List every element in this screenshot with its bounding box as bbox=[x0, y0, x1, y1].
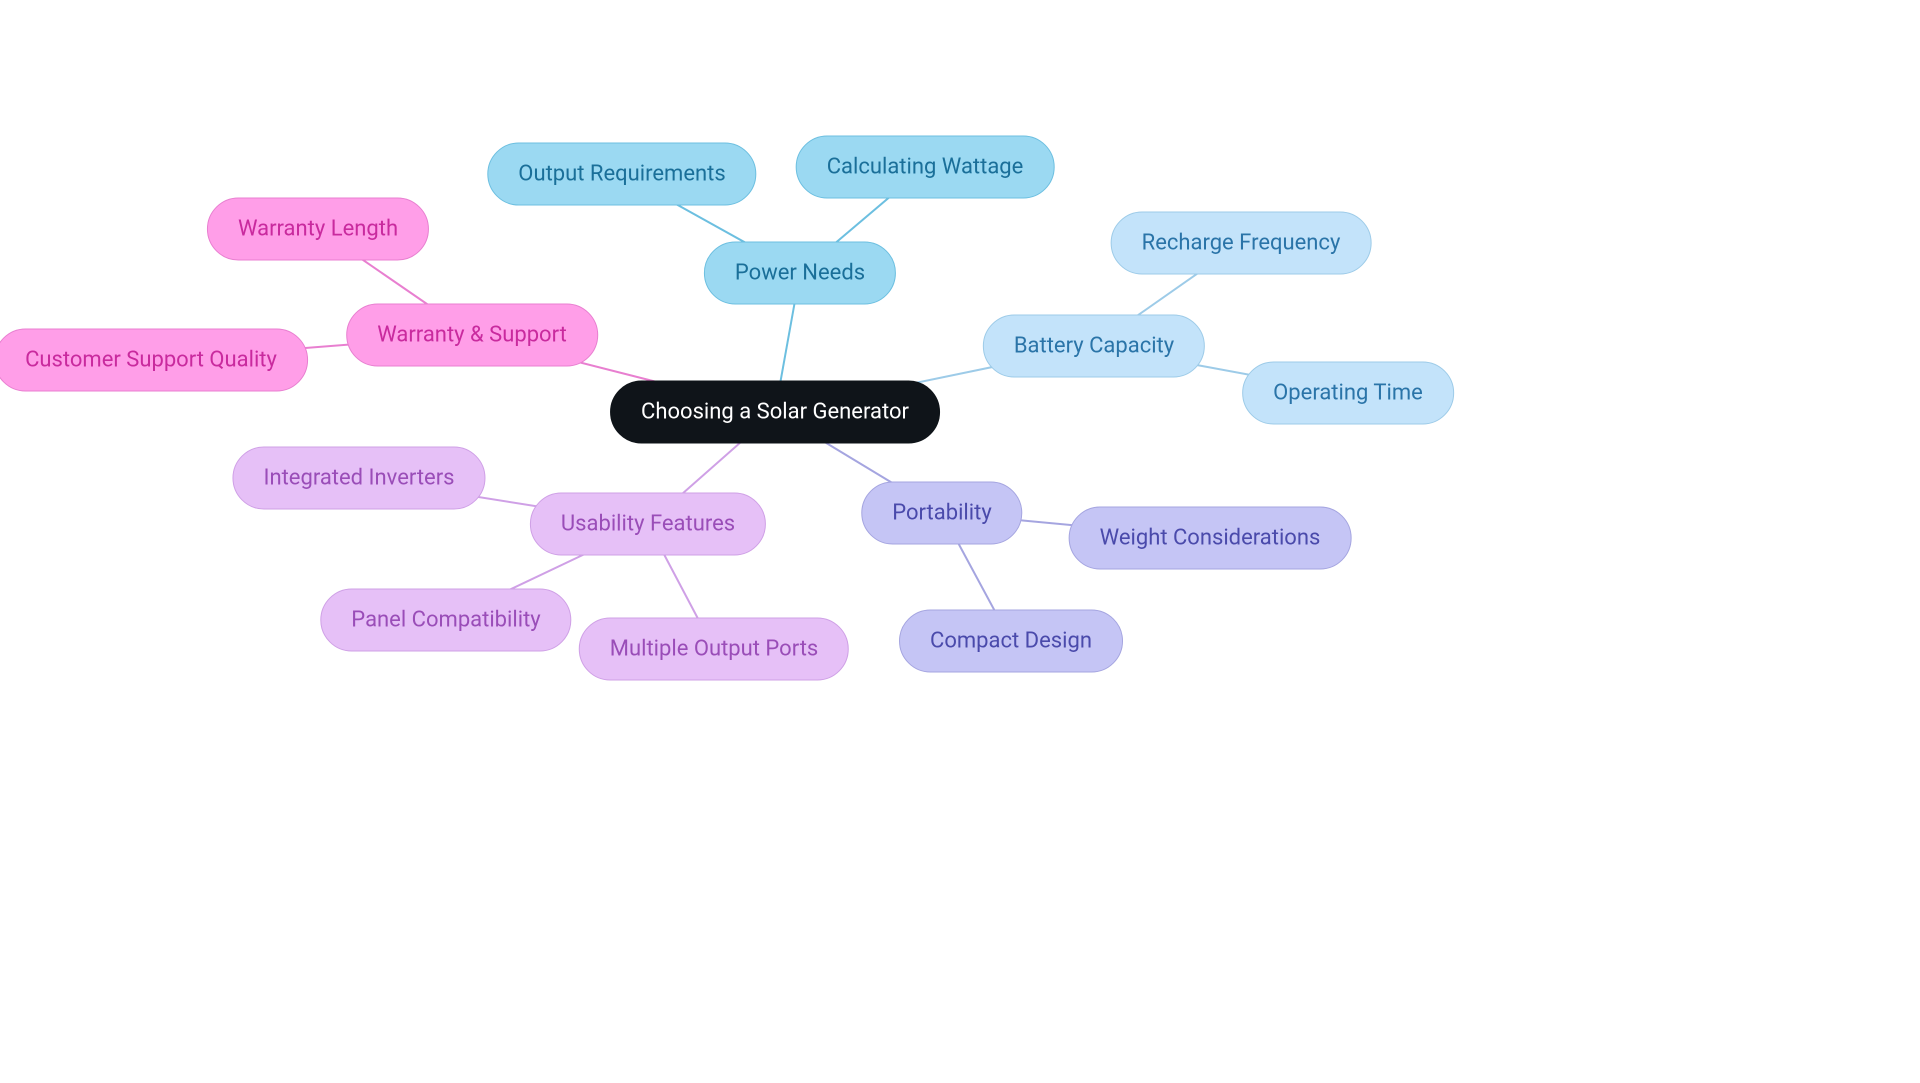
node-warranty[interactable]: Warranty & Support bbox=[346, 304, 598, 367]
node-root[interactable]: Choosing a Solar Generator bbox=[610, 381, 940, 444]
node-label: Warranty Length bbox=[238, 217, 398, 242]
node-support[interactable]: Customer Support Quality bbox=[0, 329, 308, 392]
node-label: Choosing a Solar Generator bbox=[641, 400, 909, 425]
node-label: Warranty & Support bbox=[377, 323, 567, 348]
node-output[interactable]: Output Requirements bbox=[487, 143, 756, 206]
node-label: Calculating Wattage bbox=[827, 155, 1024, 180]
node-label: Multiple Output Ports bbox=[610, 637, 818, 662]
node-wattage[interactable]: Calculating Wattage bbox=[796, 136, 1055, 199]
node-label: Output Requirements bbox=[518, 162, 725, 187]
node-label: Weight Considerations bbox=[1100, 526, 1321, 551]
node-recharge[interactable]: Recharge Frequency bbox=[1111, 212, 1372, 275]
node-label: Recharge Frequency bbox=[1142, 231, 1341, 256]
node-wlength[interactable]: Warranty Length bbox=[207, 198, 429, 261]
node-portability[interactable]: Portability bbox=[861, 482, 1022, 545]
node-power[interactable]: Power Needs bbox=[704, 242, 896, 305]
node-label: Portability bbox=[892, 501, 991, 526]
node-inverters[interactable]: Integrated Inverters bbox=[232, 447, 485, 510]
node-label: Panel Compatibility bbox=[351, 608, 540, 633]
node-label: Customer Support Quality bbox=[25, 348, 277, 373]
node-label: Compact Design bbox=[930, 629, 1092, 654]
node-weight[interactable]: Weight Considerations bbox=[1069, 507, 1352, 570]
node-label: Operating Time bbox=[1273, 381, 1423, 406]
node-ports[interactable]: Multiple Output Ports bbox=[579, 618, 849, 681]
node-battery[interactable]: Battery Capacity bbox=[983, 315, 1205, 378]
node-label: Usability Features bbox=[561, 512, 735, 537]
node-usability[interactable]: Usability Features bbox=[530, 493, 766, 556]
node-label: Battery Capacity bbox=[1014, 334, 1174, 359]
node-optime[interactable]: Operating Time bbox=[1242, 362, 1454, 425]
node-compact[interactable]: Compact Design bbox=[899, 610, 1123, 673]
mindmap-canvas: Choosing a Solar Generator Power Needs Out… bbox=[0, 0, 1920, 1083]
node-label: Power Needs bbox=[735, 261, 865, 286]
node-panel[interactable]: Panel Compatibility bbox=[320, 589, 571, 652]
node-label: Integrated Inverters bbox=[263, 466, 454, 491]
